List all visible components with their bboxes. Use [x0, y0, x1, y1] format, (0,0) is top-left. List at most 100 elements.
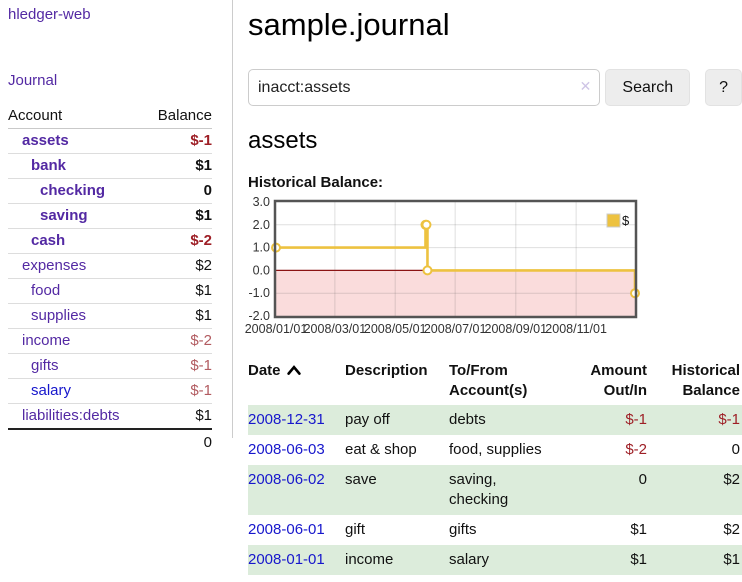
search-button[interactable]: Search [605, 69, 691, 106]
account-row: saving $1 [8, 203, 212, 229]
account-row: supplies $1 [8, 303, 212, 329]
transaction-description: save [345, 471, 377, 488]
transaction-accounts: saving, checking [449, 471, 509, 508]
account-link[interactable]: cash [31, 232, 66, 249]
transaction-accounts: salary [449, 551, 490, 568]
svg-text:-1.0: -1.0 [248, 286, 270, 300]
account-row: bank $1 [8, 153, 212, 179]
transaction-amount: $-2 [625, 441, 647, 458]
transaction-row: 2008-01-01 income salary $1 $1 [248, 545, 742, 575]
transaction-row: 2008-06-01 gift gifts $1 $2 [248, 515, 742, 545]
account-link[interactable]: checking [40, 182, 106, 199]
transaction-accounts: food, supplies [449, 441, 542, 458]
account-link[interactable]: supplies [31, 307, 87, 324]
account-row: food $1 [8, 278, 212, 304]
account-link[interactable]: saving [40, 207, 88, 224]
account-balance: $1 [145, 303, 212, 329]
transaction-amount: $-1 [625, 411, 647, 428]
chart-legend-label: $ [622, 213, 630, 228]
clear-search-icon[interactable]: ✕ [579, 78, 592, 94]
accounts-total-value: 0 [145, 428, 212, 456]
account-link[interactable]: gifts [31, 357, 59, 374]
account-row: checking 0 [8, 178, 212, 204]
account-balance: 0 [145, 178, 212, 204]
app-brand: hledger-web [8, 6, 212, 23]
account-heading: assets [248, 127, 318, 154]
account-balance: $2 [145, 253, 212, 279]
transaction-accounts: gifts [449, 521, 477, 538]
account-balance: $-1 [190, 132, 212, 149]
transaction-description: gift [345, 521, 366, 538]
account-link[interactable]: assets [22, 132, 69, 149]
account-row: cash $-2 [8, 228, 212, 254]
svg-text:2.0: 2.0 [253, 218, 270, 232]
account-balance: $-1 [145, 378, 212, 404]
search-bar: ✕ Search ? [248, 69, 742, 106]
search-input[interactable] [248, 69, 601, 106]
register-header-row: Date Description To/From Account(s) Amou… [248, 359, 742, 405]
transaction-amount: $1 [630, 551, 647, 568]
account-link[interactable]: salary [31, 382, 72, 399]
transaction-date-link[interactable]: 2008-06-01 [248, 521, 325, 538]
account-balance: $1 [145, 278, 212, 304]
account-link[interactable]: food [31, 282, 61, 299]
account-row: gifts $-1 [8, 353, 212, 379]
svg-text:1.0: 1.0 [253, 241, 270, 255]
transaction-description: income [345, 551, 394, 568]
historical-balance-column-header: Historical Balance [671, 362, 740, 399]
account-balance: $-2 [145, 328, 212, 354]
transaction-row: 2008-06-03 eat & shop food, supplies $-2… [248, 435, 742, 465]
transaction-balance: $2 [723, 521, 740, 538]
help-button[interactable]: ? [705, 69, 742, 106]
transaction-date-link[interactable]: 2008-12-31 [248, 411, 325, 428]
accounts-table-body: assets $-1 bank $1 checking 0 saving $1 … [8, 129, 212, 429]
transaction-amount: $1 [630, 521, 647, 538]
journal-nav: Journal [8, 72, 212, 89]
transaction-row: 2008-12-31 pay off debts $-1 $-1 [248, 405, 742, 435]
transaction-balance: $1 [723, 551, 740, 568]
transaction-description: pay off [345, 411, 390, 428]
accounts-total-row: 0 [8, 428, 212, 456]
account-balance: $-2 [145, 228, 212, 254]
transaction-balance: $2 [723, 471, 740, 488]
transaction-row: 2008-06-02 save saving, checking 0 $2 [248, 465, 742, 515]
amount-column-header: Amount Out/In [590, 362, 647, 399]
account-row: liabilities:debts $1 [8, 403, 212, 429]
sort-ascending-icon [286, 365, 301, 375]
register-table: Date Description To/From Account(s) Amou… [248, 359, 742, 575]
svg-text:2008/01/01: 2008/01/01 [245, 322, 308, 336]
account-link[interactable]: bank [31, 157, 67, 174]
transaction-date-link[interactable]: 2008-06-03 [248, 441, 325, 458]
account-row: income $-2 [8, 328, 212, 354]
journal-link[interactable]: Journal [8, 72, 58, 89]
account-balance: $1 [145, 153, 212, 179]
accounts-table: Account Balance assets $-1 bank $1 check… [8, 104, 212, 456]
balance-column-header: Balance [145, 104, 212, 129]
account-link[interactable]: liabilities:debts [22, 407, 120, 424]
balance-chart: 3.0 2.0 1.0 0.0 -1.0 -2.02008/01/012008/03/01… [245, 195, 640, 336]
transaction-date-link[interactable]: 2008-01-01 [248, 551, 325, 568]
svg-text:2008/11/01: 2008/11/01 [545, 322, 607, 336]
main-content: sample.journal ✕ Search ? assets Histori… [245, 0, 742, 575]
chart-title: Historical Balance: [248, 174, 384, 191]
page-title: sample.journal [248, 7, 450, 42]
account-balance: $1 [145, 203, 212, 229]
account-balance: $-1 [145, 353, 212, 379]
svg-text:3.0: 3.0 [253, 195, 270, 209]
svg-text:2008/05/01: 2008/05/01 [364, 322, 427, 336]
account-link[interactable]: income [22, 332, 71, 349]
transaction-balance: $-1 [718, 411, 740, 428]
description-column-header: Description [345, 362, 428, 379]
search-box: ✕ [248, 69, 601, 106]
transaction-date-link[interactable]: 2008-06-02 [248, 471, 325, 488]
register-table-body: 2008-12-31 pay off debts $-1 $-1 2008-06… [248, 405, 742, 575]
account-link[interactable]: expenses [22, 257, 87, 274]
account-row: salary $-1 [8, 378, 212, 404]
sidebar: hledger-web Journal Account Balance asse… [8, 6, 212, 456]
account-balance: $1 [145, 403, 212, 429]
brand-link[interactable]: hledger-web [8, 6, 91, 23]
date-column-header[interactable]: Date [248, 359, 345, 405]
sidebar-divider [232, 0, 233, 438]
accounts-column-header-main: To/From Account(s) [449, 362, 528, 399]
svg-text:2008/07/01: 2008/07/01 [424, 322, 487, 336]
